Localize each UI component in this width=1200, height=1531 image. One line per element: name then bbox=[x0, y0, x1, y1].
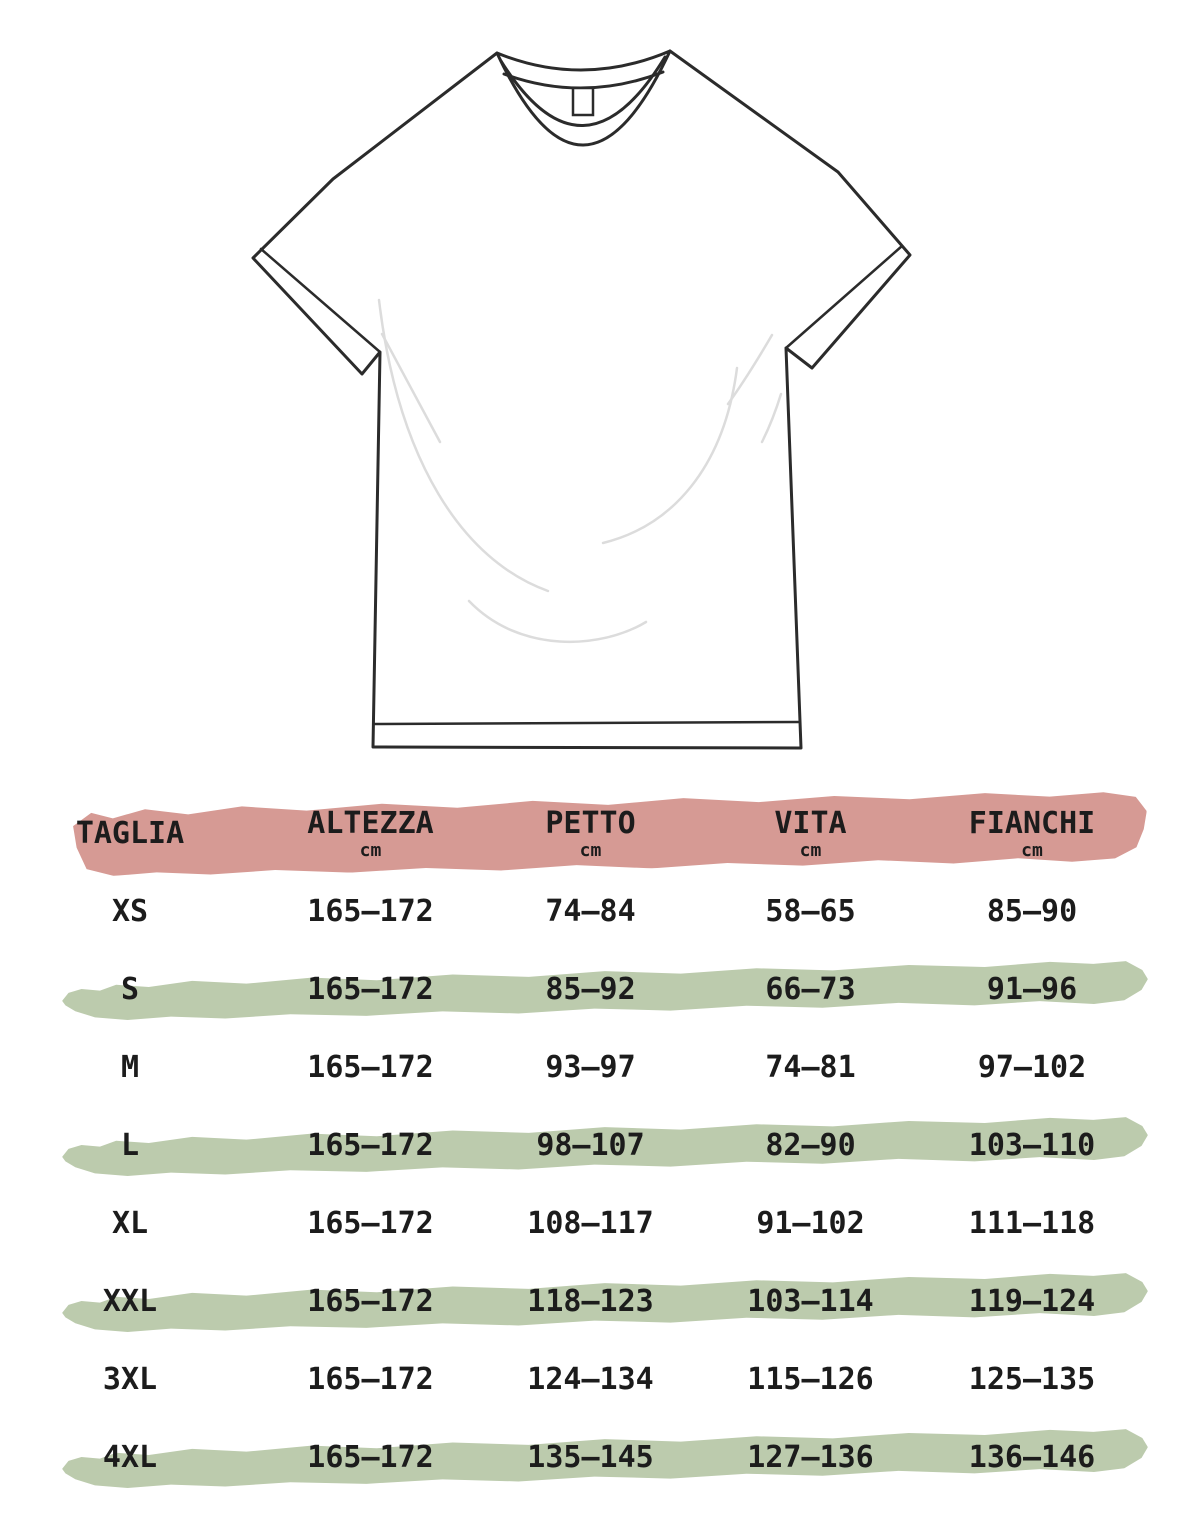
size-row-l: L 165–172 98–107 82–90 103–110 bbox=[0, 1107, 1143, 1185]
column-label: TAGLIA bbox=[75, 816, 185, 851]
altezza-cell: 165–172 bbox=[307, 1050, 434, 1085]
size-chart-header: TAGLIA ALTEZZA cm PETTO cm VITA cm FIANC… bbox=[0, 795, 1143, 873]
size-chart: TAGLIA ALTEZZA cm PETTO cm VITA cm FIANC… bbox=[0, 795, 1143, 1497]
column-header-taglia: TAGLIA bbox=[0, 819, 260, 849]
column-label: VITA bbox=[774, 805, 847, 841]
column-label: PETTO bbox=[545, 805, 636, 841]
size-cell: XL bbox=[111, 1206, 149, 1241]
altezza-cell: 165–172 bbox=[307, 1206, 434, 1241]
fianchi-cell: 85–90 bbox=[986, 894, 1078, 929]
left-cuff-stitch bbox=[259, 247, 382, 354]
fianchi-cell: 119–124 bbox=[968, 1284, 1096, 1319]
tshirt-illustration bbox=[251, 49, 912, 750]
size-row-xs: XS 165–172 74–84 58–65 85–90 bbox=[0, 873, 1143, 951]
vita-cell: 66–73 bbox=[765, 972, 856, 1007]
altezza-cell: 165–172 bbox=[307, 972, 434, 1007]
altezza-cell: 165–172 bbox=[307, 1284, 434, 1319]
vita-cell: 103–114 bbox=[747, 1284, 874, 1319]
size-row-xl: XL 165–172 108–117 91–102 111–118 bbox=[0, 1185, 1143, 1263]
petto-cell: 85–92 bbox=[545, 972, 636, 1007]
altezza-cell: 165–172 bbox=[307, 1440, 434, 1475]
column-label: FIANCHI bbox=[968, 805, 1096, 841]
petto-cell: 108–117 bbox=[527, 1206, 654, 1241]
tshirt-drawing bbox=[251, 49, 912, 750]
right-cuff-stitch bbox=[784, 244, 904, 350]
fianchi-cell: 91–96 bbox=[986, 972, 1078, 1007]
fianchi-cell: 97–102 bbox=[977, 1050, 1087, 1085]
petto-cell: 118–123 bbox=[527, 1284, 654, 1319]
size-row-4xl: 4XL 165–172 135–145 127–136 136–146 bbox=[0, 1419, 1143, 1497]
column-header-fianchi: FIANCHI cm bbox=[921, 805, 1143, 861]
back-collar-top-line bbox=[495, 49, 672, 72]
vita-cell: 127–136 bbox=[747, 1440, 874, 1475]
back-collar-seam-line bbox=[502, 70, 665, 90]
petto-cell: 124–134 bbox=[527, 1362, 654, 1397]
size-cell: M bbox=[120, 1050, 140, 1085]
unit-label: cm bbox=[799, 839, 822, 861]
fianchi-cell: 111–118 bbox=[968, 1206, 1096, 1241]
column-header-vita: VITA cm bbox=[700, 805, 921, 861]
altezza-cell: 165–172 bbox=[307, 894, 434, 929]
size-row-3xl: 3XL 165–172 124–134 115–126 125–135 bbox=[0, 1341, 1143, 1419]
hem-stitch bbox=[373, 720, 801, 726]
tshirt-body-outline bbox=[251, 49, 912, 750]
fianchi-cell: 125–135 bbox=[968, 1362, 1096, 1397]
vita-cell: 74–81 bbox=[765, 1050, 856, 1085]
petto-cell: 74–84 bbox=[545, 894, 636, 929]
vita-cell: 58–65 bbox=[765, 894, 856, 929]
collar-rib-inner-line bbox=[499, 55, 667, 127]
column-header-petto: PETTO cm bbox=[481, 805, 700, 861]
unit-label: cm bbox=[1021, 839, 1043, 861]
altezza-cell: 165–172 bbox=[307, 1128, 434, 1163]
size-cell: 4XL bbox=[102, 1440, 158, 1475]
vita-cell: 82–90 bbox=[765, 1128, 856, 1163]
column-label: ALTEZZA bbox=[307, 805, 434, 841]
fold-lines bbox=[377, 298, 783, 644]
size-cell: XS bbox=[111, 894, 149, 929]
unit-label: cm bbox=[359, 839, 382, 861]
size-row-xxl: XXL 165–172 118–123 103–114 119–124 bbox=[0, 1263, 1143, 1341]
unit-label: cm bbox=[579, 839, 602, 861]
petto-cell: 93–97 bbox=[545, 1050, 636, 1085]
vita-cell: 91–102 bbox=[756, 1206, 865, 1241]
size-cell: XXL bbox=[102, 1284, 158, 1319]
fianchi-cell: 136–146 bbox=[968, 1440, 1096, 1475]
petto-cell: 98–107 bbox=[536, 1128, 645, 1163]
size-cell: L bbox=[120, 1128, 140, 1163]
altezza-cell: 165–172 bbox=[307, 1362, 434, 1397]
neck-tag bbox=[571, 86, 595, 117]
fianchi-cell: 103–110 bbox=[968, 1128, 1096, 1163]
column-header-altezza: ALTEZZA cm bbox=[260, 805, 481, 861]
vita-cell: 115–126 bbox=[747, 1362, 874, 1397]
petto-cell: 135–145 bbox=[527, 1440, 654, 1475]
size-row-m: M 165–172 93–97 74–81 97–102 bbox=[0, 1029, 1143, 1107]
size-cell: 3XL bbox=[102, 1362, 158, 1397]
size-row-s: S 165–172 85–92 66–73 91–96 bbox=[0, 951, 1143, 1029]
size-cell: S bbox=[120, 972, 140, 1007]
stitch-lines bbox=[259, 244, 904, 726]
